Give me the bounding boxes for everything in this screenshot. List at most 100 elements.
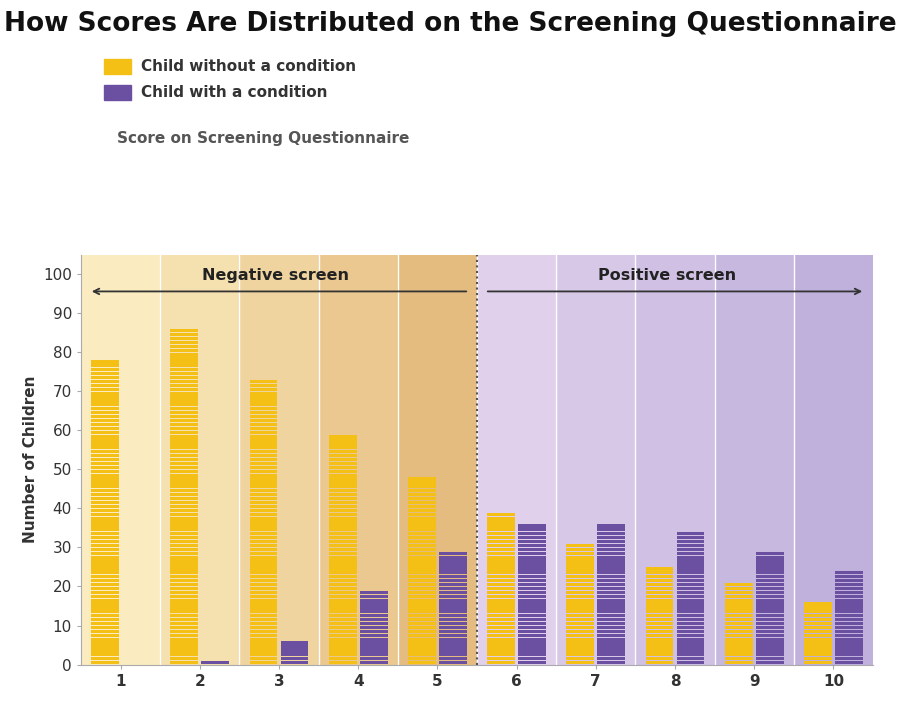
Bar	[598, 638, 626, 641]
Bar	[91, 431, 119, 434]
Bar	[360, 633, 388, 637]
Bar	[724, 661, 752, 665]
Bar	[835, 638, 863, 641]
Bar	[328, 513, 356, 516]
Bar	[360, 599, 388, 602]
Bar	[756, 575, 784, 578]
Bar	[439, 649, 467, 653]
Bar	[645, 567, 673, 571]
Bar	[281, 645, 309, 648]
Bar	[249, 525, 277, 527]
Bar	[724, 607, 752, 609]
Bar	[249, 540, 277, 543]
Bar	[598, 559, 626, 563]
Bar	[328, 544, 356, 547]
Bar	[439, 645, 467, 648]
Y-axis label: Number of Children: Number of Children	[22, 376, 38, 543]
Bar	[439, 583, 467, 586]
Bar	[170, 579, 198, 583]
Bar	[487, 661, 515, 665]
Bar	[518, 548, 546, 551]
Bar	[170, 361, 198, 363]
Bar	[170, 443, 198, 445]
Bar	[408, 559, 436, 563]
Bar	[756, 657, 784, 660]
Bar	[170, 559, 198, 563]
Bar	[408, 607, 436, 609]
Bar	[645, 638, 673, 641]
Bar	[756, 614, 784, 617]
Bar	[91, 559, 119, 563]
Bar	[598, 630, 626, 633]
Bar	[566, 551, 594, 555]
Bar	[439, 563, 467, 566]
Bar	[439, 599, 467, 602]
Bar	[518, 645, 546, 648]
Bar	[408, 517, 436, 520]
Bar	[756, 599, 784, 602]
Bar	[408, 544, 436, 547]
Bar	[328, 540, 356, 543]
Bar	[804, 649, 832, 653]
Bar	[518, 579, 546, 583]
Bar	[360, 653, 388, 656]
Bar	[328, 520, 356, 524]
Bar	[677, 579, 705, 583]
Bar	[756, 607, 784, 609]
Bar	[249, 485, 277, 489]
Bar	[487, 602, 515, 606]
Bar	[518, 661, 546, 665]
Bar	[249, 474, 277, 477]
Bar	[249, 532, 277, 535]
Bar	[170, 657, 198, 660]
Bar	[91, 520, 119, 524]
Text: Positive screen: Positive screen	[598, 268, 736, 284]
Bar	[249, 431, 277, 434]
Bar	[724, 583, 752, 586]
Bar	[645, 579, 673, 583]
Bar	[170, 607, 198, 609]
Bar	[91, 653, 119, 656]
Bar	[835, 583, 863, 586]
Bar	[249, 579, 277, 583]
Bar	[487, 520, 515, 524]
Bar	[328, 610, 356, 614]
Bar	[249, 520, 277, 524]
Bar	[756, 595, 784, 598]
Bar	[408, 641, 436, 645]
Bar	[91, 395, 119, 399]
Bar	[360, 641, 388, 645]
Bar	[328, 626, 356, 629]
Bar	[91, 571, 119, 574]
Bar	[724, 633, 752, 637]
Bar	[408, 614, 436, 617]
Bar	[598, 602, 626, 606]
Text: Child without a condition: Child without a condition	[141, 59, 356, 74]
Bar	[408, 583, 436, 586]
Bar	[328, 567, 356, 571]
Bar	[487, 551, 515, 555]
Bar	[91, 528, 119, 532]
Bar	[756, 602, 784, 606]
Bar	[91, 485, 119, 489]
Bar	[518, 544, 546, 547]
Bar	[91, 567, 119, 571]
Bar	[487, 579, 515, 583]
Bar	[249, 458, 277, 461]
Bar	[328, 630, 356, 633]
Bar	[408, 525, 436, 527]
Bar	[518, 622, 546, 625]
Bar	[566, 649, 594, 653]
Bar	[487, 540, 515, 543]
Bar	[756, 551, 784, 555]
Bar	[249, 641, 277, 645]
Bar	[408, 657, 436, 660]
Bar	[835, 641, 863, 645]
Bar	[439, 622, 467, 625]
Bar	[408, 532, 436, 535]
Bar	[645, 653, 673, 656]
Bar	[677, 563, 705, 566]
Bar	[328, 599, 356, 602]
Bar	[249, 407, 277, 410]
Bar	[91, 450, 119, 453]
